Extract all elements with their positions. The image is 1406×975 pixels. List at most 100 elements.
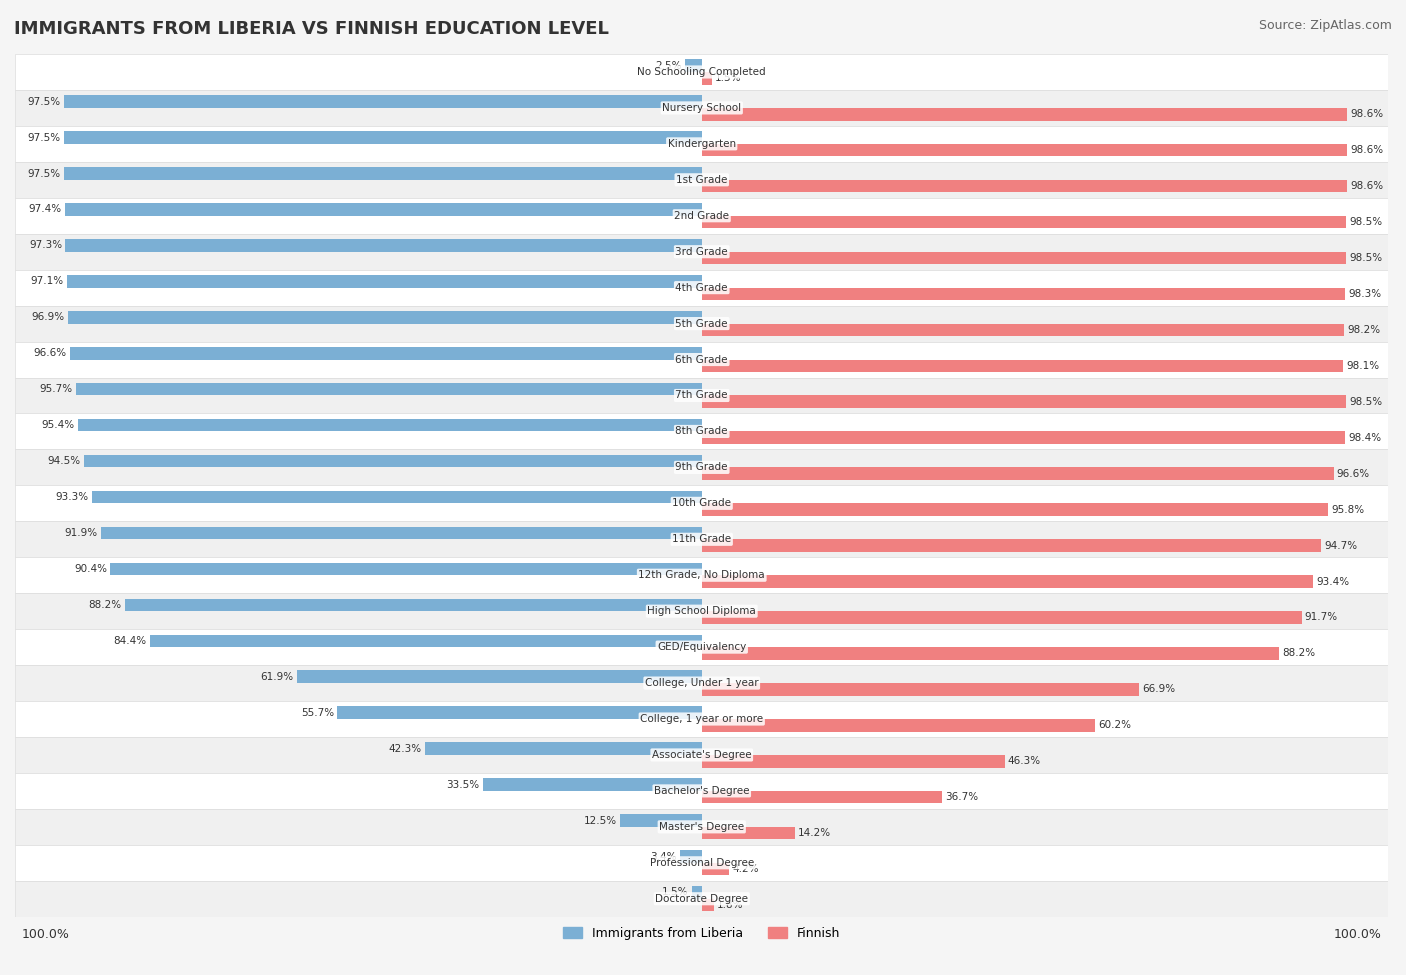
Bar (15, 377, 1389, 413)
Text: Nursery School: Nursery School (662, 103, 741, 113)
Text: 98.6%: 98.6% (1350, 181, 1384, 191)
Bar (337, 707, 702, 719)
Bar (15, 198, 1389, 234)
Bar (15, 737, 1389, 773)
Text: 97.1%: 97.1% (31, 276, 63, 287)
Bar (620, 814, 702, 827)
Bar (702, 432, 1346, 444)
Text: 98.5%: 98.5% (1350, 397, 1382, 407)
Bar (15, 844, 1389, 880)
Bar (702, 647, 1278, 660)
Bar (702, 755, 1004, 767)
Bar (702, 683, 1139, 695)
Bar (692, 886, 702, 899)
Text: High School Diploma: High School Diploma (647, 606, 756, 616)
Bar (482, 778, 702, 791)
Text: 6th Grade: 6th Grade (675, 355, 728, 365)
Text: College, 1 year or more: College, 1 year or more (640, 714, 763, 724)
Text: Bachelor's Degree: Bachelor's Degree (654, 786, 749, 796)
Bar (15, 54, 1389, 90)
Text: 42.3%: 42.3% (388, 744, 422, 754)
Text: 36.7%: 36.7% (945, 793, 979, 802)
Bar (149, 635, 702, 647)
Text: Professional Degree: Professional Degree (650, 858, 754, 868)
Text: 97.5%: 97.5% (28, 133, 60, 142)
Text: 98.4%: 98.4% (1348, 433, 1382, 443)
Text: 1.8%: 1.8% (717, 900, 744, 910)
Bar (702, 144, 1347, 156)
Text: Kindergarten: Kindergarten (668, 138, 735, 149)
Bar (702, 215, 1346, 228)
Text: 95.4%: 95.4% (41, 420, 75, 430)
Text: 98.6%: 98.6% (1350, 145, 1384, 155)
Bar (15, 665, 1389, 701)
Bar (101, 526, 702, 539)
Bar (65, 168, 702, 179)
Bar (15, 162, 1389, 198)
Text: 46.3%: 46.3% (1008, 757, 1040, 766)
Bar (702, 539, 1322, 552)
Text: Source: ZipAtlas.com: Source: ZipAtlas.com (1258, 20, 1392, 32)
Text: 4th Grade: 4th Grade (675, 283, 728, 292)
Text: Associate's Degree: Associate's Degree (652, 750, 752, 760)
Bar (84, 454, 702, 467)
Bar (65, 96, 702, 108)
Text: 55.7%: 55.7% (301, 708, 335, 718)
Bar (702, 72, 711, 85)
Bar (65, 239, 702, 252)
Text: 95.7%: 95.7% (39, 384, 73, 394)
Bar (702, 611, 1302, 624)
Bar (77, 419, 702, 432)
Bar (15, 880, 1389, 916)
Bar (67, 311, 702, 324)
Text: 84.4%: 84.4% (114, 636, 146, 645)
Bar (66, 275, 702, 288)
Bar (125, 599, 702, 611)
Bar (15, 522, 1389, 558)
Bar (111, 563, 702, 575)
Text: 93.3%: 93.3% (55, 492, 89, 502)
Text: 66.9%: 66.9% (1143, 684, 1175, 694)
Bar (685, 59, 702, 72)
Text: 98.5%: 98.5% (1350, 253, 1382, 263)
Bar (702, 827, 794, 839)
Bar (679, 850, 702, 863)
Bar (702, 791, 942, 803)
Bar (15, 126, 1389, 162)
Text: 94.5%: 94.5% (48, 456, 80, 466)
Bar (702, 179, 1347, 192)
Text: 94.7%: 94.7% (1324, 540, 1358, 551)
Bar (702, 360, 1343, 372)
Text: 98.6%: 98.6% (1350, 109, 1384, 119)
Text: 96.9%: 96.9% (31, 312, 65, 323)
Text: 90.4%: 90.4% (75, 564, 107, 574)
Text: 98.3%: 98.3% (1348, 289, 1381, 299)
Text: 14.2%: 14.2% (797, 828, 831, 838)
Text: 100.0%: 100.0% (1334, 927, 1382, 941)
Text: 97.4%: 97.4% (28, 205, 62, 214)
Bar (65, 203, 702, 215)
Bar (65, 132, 702, 144)
Bar (15, 270, 1389, 305)
Text: 2.5%: 2.5% (655, 60, 682, 70)
Text: 96.6%: 96.6% (1337, 469, 1369, 479)
Bar (15, 701, 1389, 737)
Bar (702, 899, 713, 912)
Text: 61.9%: 61.9% (260, 672, 294, 682)
Bar (702, 467, 1333, 480)
Bar (702, 108, 1347, 121)
Bar (425, 742, 702, 755)
Bar (702, 503, 1329, 516)
Text: 88.2%: 88.2% (1282, 648, 1315, 658)
Bar (297, 671, 702, 683)
Bar (15, 809, 1389, 844)
Bar (702, 324, 1344, 336)
Text: 88.2%: 88.2% (89, 600, 121, 610)
Bar (15, 305, 1389, 341)
Text: 1.5%: 1.5% (714, 73, 741, 83)
Bar (702, 252, 1346, 264)
Bar (15, 629, 1389, 665)
Bar (15, 449, 1389, 486)
Bar (702, 863, 730, 876)
Text: 12th Grade, No Diploma: 12th Grade, No Diploma (638, 570, 765, 580)
